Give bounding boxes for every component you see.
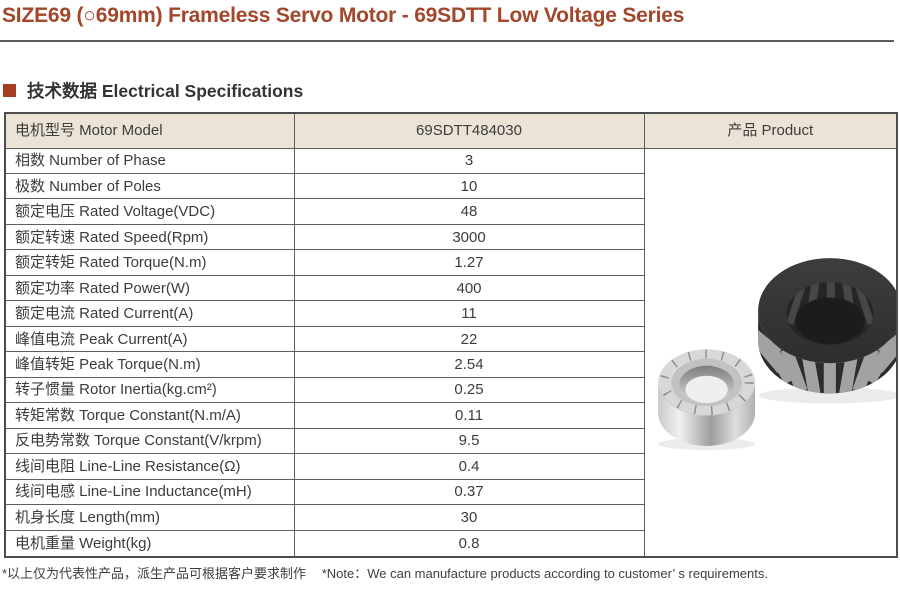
spec-label: 相数 Number of Phase (4, 147, 295, 174)
spec-value: 0.37 (293, 478, 645, 506)
spec-label: 转矩常数 Torque Constant(N.m/A) (4, 402, 295, 429)
spec-value: 1.27 (293, 249, 645, 276)
table-row: 峰值电流 Peak Current(A) 22 (4, 325, 897, 353)
table-row: 反电势常数 Torque Constant(V/krpm) 9.5 (4, 427, 897, 455)
spec-label: 转子惯量 Rotor Inertia(kg.cm²) (4, 376, 295, 404)
spec-value: 0.11 (293, 402, 645, 429)
table-row: 极数 Number of Poles 10 (4, 172, 897, 200)
page-title: SIZE69 (○69mm) Frameless Servo Motor - 6… (2, 4, 685, 27)
spec-value: 9.5 (293, 427, 645, 455)
rotor-ring-photo (657, 348, 755, 446)
product-photo (657, 257, 896, 450)
product-image-cell (643, 147, 898, 558)
stator-shadow (758, 386, 896, 404)
electrical-specs-table: 电机型号 Motor Model 69SDTT484030 产品 Product… (4, 112, 898, 558)
table-row: 转矩常数 Torque Constant(N.m/A) 0.11 (4, 402, 897, 429)
header-model-number: 69SDTT484030 (293, 112, 645, 149)
spec-value: 30 (293, 504, 645, 531)
spec-value: 0.4 (293, 453, 645, 480)
table-row: 峰值转矩 Peak Torque(N.m) 2.54 (4, 351, 897, 378)
spec-value: 0.25 (293, 376, 645, 404)
spec-value: 3 (293, 147, 645, 174)
spec-label: 线间电感 Line-Line Inductance(mH) (4, 478, 295, 506)
table-row: 额定电压 Rated Voltage(VDC) 48 (4, 198, 897, 225)
table-header-row: 电机型号 Motor Model 69SDTT484030 产品 Product (4, 112, 898, 149)
spec-label: 峰值转矩 Peak Torque(N.m) (4, 351, 295, 378)
table-row: 相数 Number of Phase 3 (4, 147, 898, 558)
header-product: 产品 Product (643, 112, 898, 149)
footnote: *以上仅为代表性产品，派生产品可根据客户要求制作 *Note：We can ma… (2, 563, 898, 582)
spec-label: 额定电流 Rated Current(A) (4, 300, 295, 327)
square-bullet-icon (3, 84, 16, 97)
spec-value: 11 (293, 300, 645, 327)
table-row: 线间电感 Line-Line Inductance(mH) 0.37 (4, 478, 897, 506)
spec-label: 机身长度 Length(mm) (4, 504, 295, 531)
spec-value: 0.8 (293, 529, 645, 558)
title-divider (0, 40, 894, 42)
spec-label: 额定电压 Rated Voltage(VDC) (4, 198, 295, 225)
spec-label: 线间电阻 Line-Line Resistance(Ω) (4, 453, 295, 480)
table-row: 额定转速 Rated Speed(Rpm) 3000 (4, 223, 897, 251)
header-motor-model: 电机型号 Motor Model (4, 112, 295, 149)
spec-value: 400 (293, 274, 645, 302)
spec-value: 2.54 (293, 351, 645, 378)
table-row: 额定电流 Rated Current(A) 11 (4, 300, 897, 327)
spec-label: 额定转矩 Rated Torque(N.m) (4, 249, 295, 276)
table-row: 额定转矩 Rated Torque(N.m) 1.27 (4, 249, 897, 276)
spec-label: 额定转速 Rated Speed(Rpm) (4, 223, 295, 251)
spec-value: 48 (293, 198, 645, 225)
spec-label: 电机重量 Weight(kg) (4, 529, 295, 558)
table-row: 转子惯量 Rotor Inertia(kg.cm²) 0.25 (4, 376, 897, 404)
section-title: 技术数据 Electrical Specifications (27, 81, 304, 101)
table-row: 机身长度 Length(mm) 30 (4, 504, 897, 531)
footnote-zh: *以上仅为代表性产品，派生产品可根据客户要求制作 (2, 566, 307, 581)
stator-ring-photo (757, 257, 896, 393)
spec-value: 3000 (293, 223, 645, 251)
spec-label: 峰值电流 Peak Current(A) (4, 325, 295, 353)
spec-label: 反电势常数 Torque Constant(V/krpm) (4, 427, 295, 455)
table-row: 电机重量 Weight(kg) 0.8 (4, 529, 897, 558)
spec-label: 极数 Number of Poles (4, 172, 295, 200)
section-header: 技术数据 Electrical Specifications (3, 78, 303, 103)
spec-label: 额定功率 Rated Power(W) (4, 274, 295, 302)
spec-value: 10 (293, 172, 645, 200)
table-row: 额定功率 Rated Power(W) 400 (4, 274, 897, 302)
table-row: 线间电阻 Line-Line Resistance(Ω) 0.4 (4, 453, 897, 480)
spec-value: 22 (293, 325, 645, 353)
footnote-en: *Note：We can manufacture products accord… (321, 566, 768, 581)
